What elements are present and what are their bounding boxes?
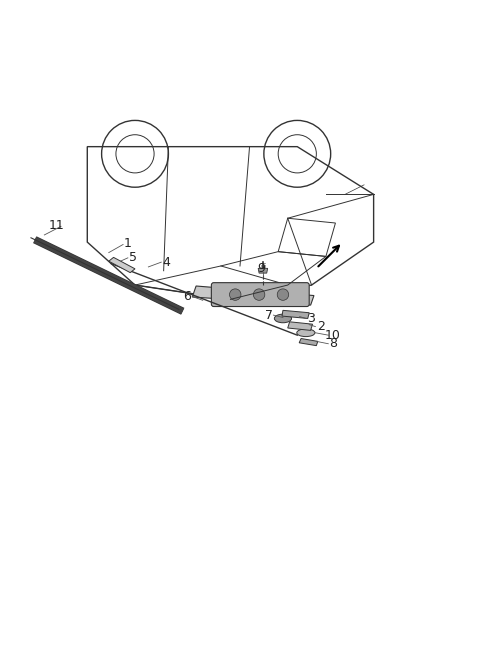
Text: 1: 1 <box>124 237 132 249</box>
Polygon shape <box>282 310 309 318</box>
FancyBboxPatch shape <box>211 283 309 306</box>
Polygon shape <box>109 257 135 273</box>
Polygon shape <box>258 268 268 273</box>
Ellipse shape <box>297 329 315 337</box>
Polygon shape <box>192 286 314 305</box>
Circle shape <box>229 289 241 300</box>
Text: 2: 2 <box>317 320 325 333</box>
Text: 4: 4 <box>162 256 170 269</box>
Circle shape <box>253 289 265 300</box>
Text: 8: 8 <box>329 337 337 350</box>
Ellipse shape <box>275 314 291 323</box>
Polygon shape <box>299 338 318 346</box>
Text: 3: 3 <box>307 312 314 325</box>
Circle shape <box>277 289 288 300</box>
Text: 9: 9 <box>258 262 265 275</box>
Polygon shape <box>288 322 312 331</box>
Text: 6: 6 <box>183 290 192 303</box>
Text: 11: 11 <box>48 219 64 232</box>
Text: 7: 7 <box>264 308 273 321</box>
Text: 5: 5 <box>129 251 137 264</box>
Text: 10: 10 <box>325 329 341 342</box>
